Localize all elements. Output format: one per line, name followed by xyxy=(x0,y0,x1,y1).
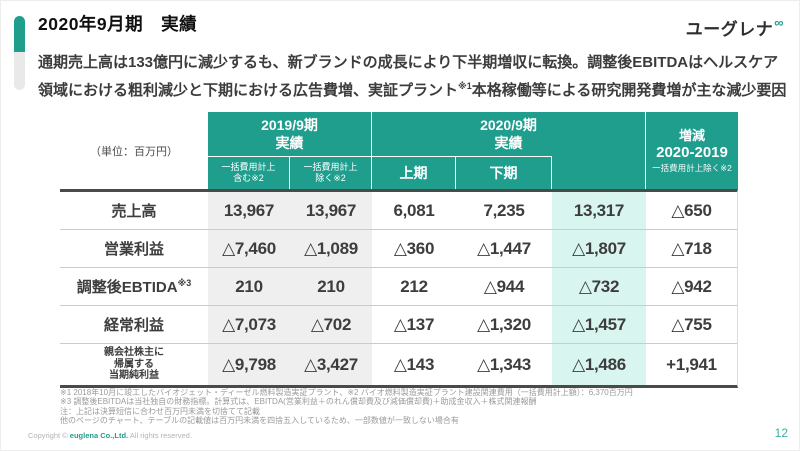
cell-value-highlight: △732 xyxy=(552,268,646,305)
cell-value: 210 xyxy=(208,268,290,305)
cell-value: 13,967 xyxy=(208,192,290,229)
col-header-h2: 下期 xyxy=(456,156,552,189)
unit-label: （単位：百万円） xyxy=(60,112,208,189)
results-table: （単位：百万円） 2019/9期 実績 2020/9期 実績 増減 2020-2… xyxy=(60,112,738,388)
copyright-text: Copyright © euglena Co.,Ltd. All rights … xyxy=(28,431,192,440)
footnote-line-2: ※3 調整後EBITDAは当社独自の財務指標。計算式は、EBITDA(営業利益＋… xyxy=(60,397,537,407)
accent-bar-teal xyxy=(14,16,25,52)
cell-value: △755 xyxy=(671,314,712,334)
cell-value: △137 xyxy=(393,314,435,334)
row-label: 営業利益 xyxy=(103,241,164,258)
footnotes: ※1 2018年10月に竣工したバイオジェット・ディーゼル燃料製造実証プラント、… xyxy=(60,388,760,426)
cell-value: △9,798 xyxy=(208,344,290,385)
col-group-diff: 増減 2020-2019 一括費用計上除く※2 xyxy=(646,112,738,189)
footnote-line-4: 他のページのチャート、テーブルの記載値は百万円未満を四捨五入しているため、一部数… xyxy=(60,416,459,426)
cell-value-highlight: 13,317 xyxy=(552,192,646,229)
cell-value: △702 xyxy=(290,306,372,343)
page-title: 2020年9月期 実績 xyxy=(38,14,198,34)
cell-value: +1,941 xyxy=(666,354,717,374)
cell-value: △1,089 xyxy=(290,230,372,267)
summary-line-2: 領域における粗利減少と下期における広告費増、実証プラント※1本格稼働等による研究… xyxy=(38,80,787,99)
table-row-adjusted-ebitda: 調整後EBTIDA ※3 210 210 212 △944 △732 △942 xyxy=(60,268,737,306)
row-label: 売上高 xyxy=(111,203,157,220)
col-group-2019: 2019/9期 実績 xyxy=(208,112,372,156)
summary-line-1: 通期売上高は133億円に減少するも、新ブランドの成長により下半期増収に転換。調整… xyxy=(38,54,779,71)
cell-value: 212 xyxy=(400,276,428,296)
copyright-brand: euglena Co.,Ltd. xyxy=(69,431,129,440)
cell-value: 6,081 xyxy=(393,200,435,220)
cell-value: △360 xyxy=(393,238,435,258)
col-group-2020: 2020/9期 実績 xyxy=(372,112,646,156)
cell-value-highlight: △1,486 xyxy=(552,344,646,385)
cell-value: 7,235 xyxy=(483,200,525,220)
cell-value: △3,427 xyxy=(290,344,372,385)
cell-value: △944 xyxy=(483,276,525,296)
cell-value-highlight: △1,457 xyxy=(552,306,646,343)
cell-value: 210 xyxy=(290,268,372,305)
cell-value: △718 xyxy=(671,238,712,258)
col-header-h1: 上期 xyxy=(372,156,456,189)
cell-value-highlight: △1,807 xyxy=(552,230,646,267)
col-header-fullyear xyxy=(552,156,646,189)
table-body: 売上高 13,967 13,967 6,081 7,235 13,317 △65… xyxy=(60,189,738,388)
table-header: （単位：百万円） 2019/9期 実績 2020/9期 実績 増減 2020-2… xyxy=(60,112,738,189)
row-label: 調整後EBTIDA ※3 xyxy=(76,278,192,296)
cell-value: △143 xyxy=(393,354,435,374)
accent-bar-gray xyxy=(14,52,25,90)
cell-value: △650 xyxy=(671,200,712,220)
col-header-include: 一括費用計上 含む※2 xyxy=(208,156,290,189)
table-row-operating-profit: 営業利益 △7,460 △1,089 △360 △1,447 △1,807 △7… xyxy=(60,230,737,268)
accent-bar xyxy=(14,16,25,90)
row-label: 経常利益 xyxy=(103,317,164,334)
cell-value: △1,343 xyxy=(477,354,531,374)
table-row-revenue: 売上高 13,967 13,967 6,081 7,235 13,317 △65… xyxy=(60,192,737,230)
row-label: 親会社株主に 帰属する 当期純利益 xyxy=(104,347,164,382)
cell-value: △7,460 xyxy=(208,230,290,267)
footnote-ref-1: ※1 xyxy=(458,80,472,91)
cell-value: △7,073 xyxy=(208,306,290,343)
footnote-ref-3: ※3 xyxy=(177,278,192,288)
cell-value: △942 xyxy=(671,276,712,296)
cell-value: △1,447 xyxy=(477,238,531,258)
page-number: 12 xyxy=(774,426,788,440)
company-logo: ユーグレナ∞ xyxy=(686,15,784,40)
table-row-net-income: 親会社株主に 帰属する 当期純利益 △9,798 △3,427 △143 △1,… xyxy=(60,344,737,385)
cell-value: △1,320 xyxy=(477,314,531,334)
cell-value: 13,967 xyxy=(290,192,372,229)
col-header-exclude: 一括費用計上 除く※2 xyxy=(290,156,372,189)
footnote-line-1: ※1 2018年10月に竣工したバイオジェット・ディーゼル燃料製造実証プラント、… xyxy=(60,388,633,397)
table-row-ordinary-profit: 経常利益 △7,073 △702 △137 △1,320 △1,457 △755 xyxy=(60,306,737,344)
summary-text: 通期売上高は133億円に減少するも、新ブランドの成長により下半期増収に転換。調整… xyxy=(38,52,794,102)
infinity-icon: ∞ xyxy=(774,15,784,30)
footnote-line-3: 注：上記は決算短信に合わせ百万円未満を切捨てて記載 xyxy=(60,406,260,416)
logo-text: ユーグレナ xyxy=(685,20,774,39)
